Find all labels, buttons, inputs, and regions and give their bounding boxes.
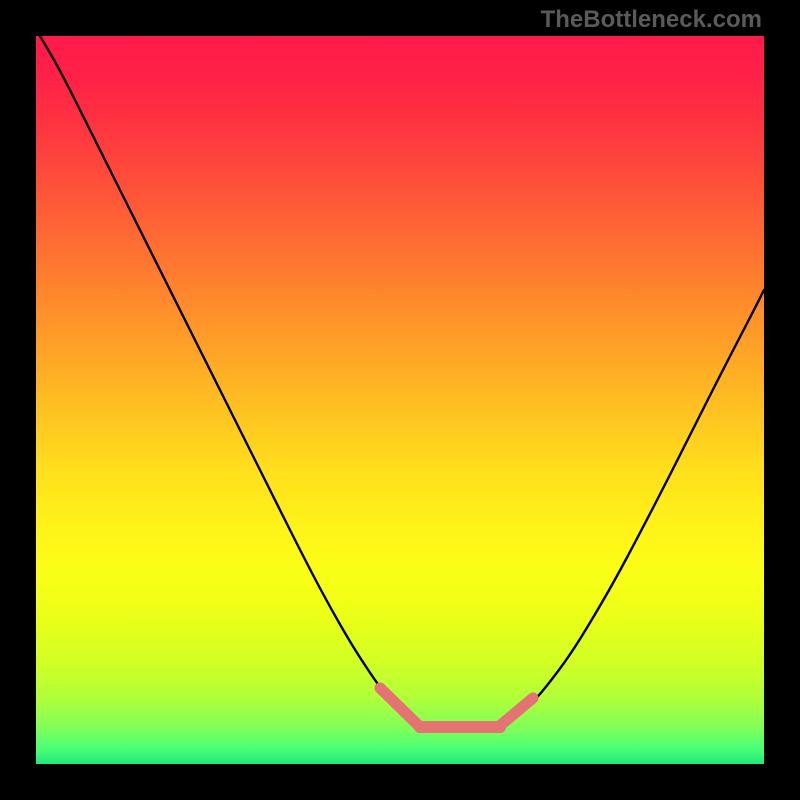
watermark-text: TheBottleneck.com bbox=[541, 6, 762, 34]
bottleneck-curve bbox=[40, 36, 764, 727]
chart-container: TheBottleneck.com bbox=[0, 0, 800, 800]
plot-area bbox=[36, 36, 764, 764]
curve-layer bbox=[36, 36, 764, 764]
